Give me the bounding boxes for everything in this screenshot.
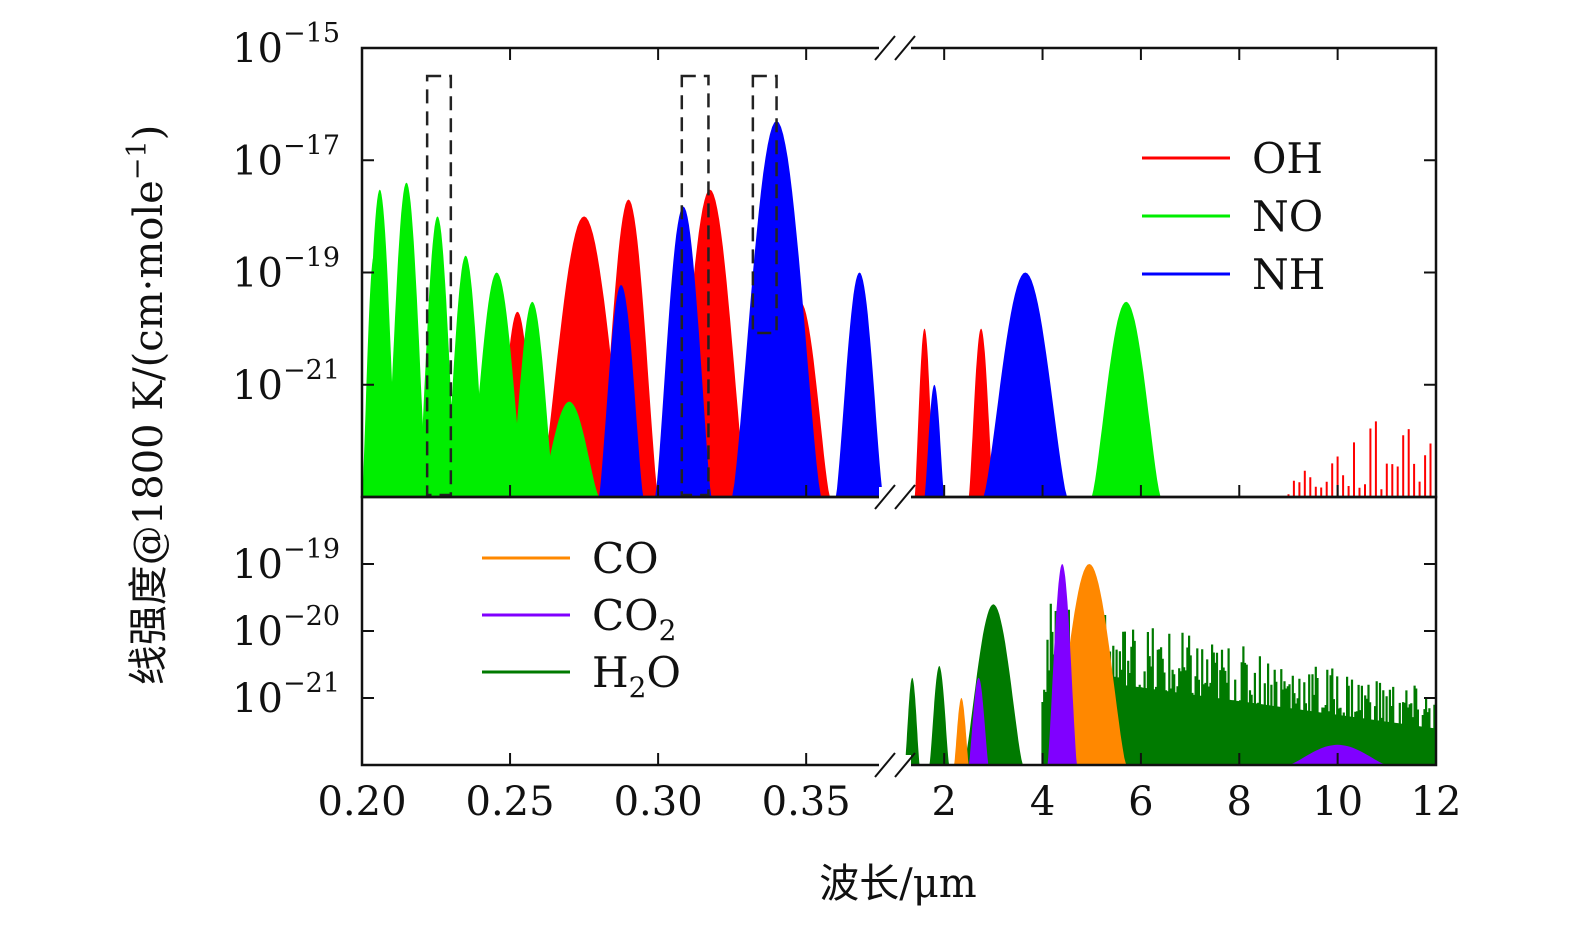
highlight-boxes bbox=[425, 74, 778, 497]
legend-bottom-label-co: CO bbox=[592, 534, 659, 583]
band-no-top-5 bbox=[468, 272, 525, 497]
x-tick-label-right-2: 2 bbox=[931, 779, 956, 825]
axis-break-slash-2 bbox=[874, 752, 896, 778]
legend-top-label-nh: NH bbox=[1252, 250, 1325, 299]
axis-break-slash-2 bbox=[894, 752, 916, 778]
band-co2-bottom-1 bbox=[1047, 564, 1077, 765]
axis-break-gap-0 bbox=[879, 38, 911, 58]
x-tick-label-right-4: 4 bbox=[1030, 779, 1055, 825]
axis-ticks: 0.20 0.25 0.30 0.35 2 4 6 8 10 12 10−15 10−17 10−19 1… bbox=[232, 18, 1461, 825]
legend-top-label-no: NO bbox=[1252, 192, 1323, 241]
band-no-top-8 bbox=[1091, 301, 1161, 497]
axis-break-marks bbox=[874, 35, 916, 778]
y-tick-label-bottom-−21: 10−21 bbox=[232, 668, 340, 722]
band-no-top-2 bbox=[385, 182, 428, 497]
band-h2o-bottom-0 bbox=[904, 677, 920, 765]
y-tick-label-bottom-−19: 10−19 bbox=[232, 534, 340, 588]
legend-bottom-label-co2: CO2 bbox=[592, 591, 676, 647]
band-no-top-6 bbox=[510, 301, 555, 497]
legend-bottom-label-h2o: H2O bbox=[592, 648, 681, 704]
y-axis-title-main: 线强度@1800 K/(cm·mole bbox=[126, 180, 172, 685]
band-no-top-1 bbox=[362, 189, 398, 497]
highlight-box-1 bbox=[425, 74, 453, 497]
band-co-bottom-0 bbox=[954, 698, 969, 765]
axis-break-slash-0 bbox=[894, 35, 916, 61]
y-axis-title-close: ) bbox=[126, 125, 172, 141]
band-h2o-bottom-3-fill bbox=[1042, 676, 1436, 765]
band-oh-top-6 bbox=[968, 328, 994, 497]
y-axis-title-exponent: −1 bbox=[122, 140, 153, 180]
x-axis-title: 波长/μm bbox=[819, 861, 976, 907]
y-tick-label-top-−17: 10−17 bbox=[232, 130, 340, 184]
band-nh-top-1 bbox=[655, 206, 712, 497]
x-tick-label-right-6: 6 bbox=[1128, 779, 1153, 825]
band-oh-top-7 bbox=[1287, 421, 1436, 497]
x-tick-label-left-0.35: 0.35 bbox=[762, 779, 851, 825]
band-nh-top-0 bbox=[598, 285, 644, 497]
axis-break-slash-1 bbox=[874, 484, 896, 510]
band-nh-top-2 bbox=[732, 121, 821, 497]
axis-break-gap-1 bbox=[879, 487, 911, 507]
y-tick-label-top-−15: 10−15 bbox=[232, 18, 340, 72]
x-tick-label-right-12: 12 bbox=[1411, 779, 1462, 825]
y-axis-title: 线强度@1800 K/(cm·mole−1) bbox=[122, 125, 172, 685]
x-tick-label-left-0.20: 0.20 bbox=[317, 779, 406, 825]
axis-break-slash-1 bbox=[894, 484, 916, 510]
band-nh-top-3 bbox=[835, 272, 884, 497]
x-tick-label-left-0.25: 0.25 bbox=[466, 779, 555, 825]
x-tick-label-right-10: 10 bbox=[1312, 779, 1363, 825]
y-tick-label-top-−21: 10−21 bbox=[232, 355, 340, 409]
axis-break-slash-0 bbox=[874, 35, 896, 61]
x-tick-label-right-8: 8 bbox=[1227, 779, 1252, 825]
x-tick-label-left-0.30: 0.30 bbox=[614, 779, 703, 825]
band-co2-bottom-0 bbox=[968, 677, 989, 765]
band-nh-top-4 bbox=[924, 384, 945, 497]
highlight-box-2 bbox=[680, 74, 710, 497]
band-h2o-bottom-1 bbox=[929, 666, 950, 765]
band-no-top-7 bbox=[539, 401, 599, 497]
axis-break-gap-2 bbox=[879, 755, 911, 775]
band-nh-top-5 bbox=[983, 272, 1068, 497]
bottom-panel-plot-area bbox=[904, 564, 1436, 765]
legend-top-label-oh: OH bbox=[1252, 134, 1323, 183]
y-tick-label-top-−19: 10−19 bbox=[232, 243, 340, 297]
y-tick-label-bottom-−20: 10−20 bbox=[232, 601, 340, 655]
highlight-box-3 bbox=[751, 74, 778, 335]
